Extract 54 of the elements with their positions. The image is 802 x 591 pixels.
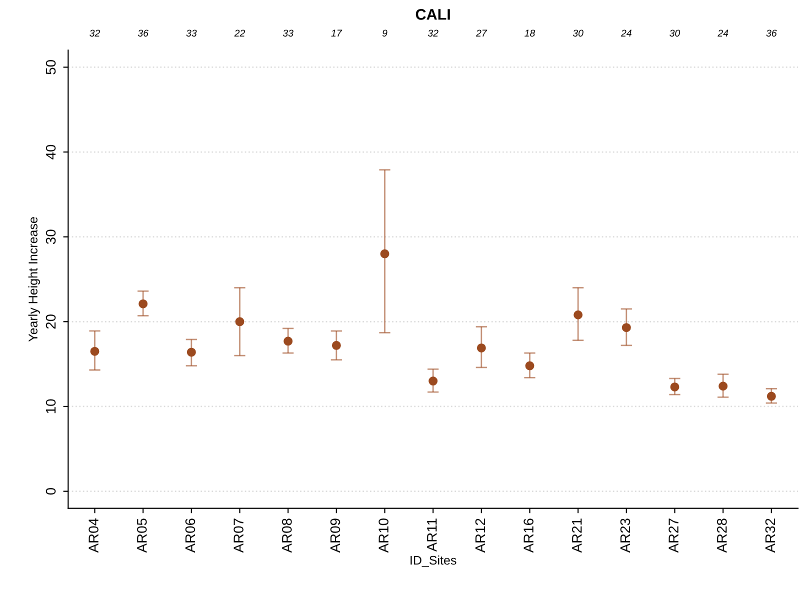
point <box>428 376 438 386</box>
text: 30 <box>572 30 584 37</box>
y-axis-title: Yearly Height Increase <box>28 217 40 342</box>
y-tick-label: 30 <box>46 230 56 244</box>
x-tick-label: AR09 <box>330 518 340 553</box>
text: 32 <box>90 30 100 37</box>
y-tick-label: 0 <box>46 488 56 495</box>
x-tick-label: AR28 <box>716 518 727 553</box>
text: 24 <box>620 30 632 36</box>
point <box>186 348 196 357</box>
x-tick-label: AR07 <box>234 518 244 553</box>
text: 17 <box>331 30 342 36</box>
text: 36 <box>766 30 777 37</box>
text: 22 <box>234 30 246 36</box>
x-tick-label: AR32 <box>765 518 776 553</box>
x-tick-label: AR05 <box>136 518 147 553</box>
x-tick-label: AR04 <box>88 518 98 553</box>
point <box>766 392 776 401</box>
text: 24 <box>718 30 728 36</box>
chart-title: CALI <box>416 9 450 20</box>
text: 32 <box>428 30 438 37</box>
x-tick-label: AR11 <box>427 518 437 552</box>
y-tick-label: 50 <box>46 60 56 74</box>
point <box>284 336 293 346</box>
text: 33 <box>186 30 197 37</box>
text: 27 <box>476 30 488 36</box>
point <box>380 249 390 258</box>
x-tick-label: AR16 <box>524 518 534 553</box>
x-tick-label: AR06 <box>185 518 196 553</box>
text: 36 <box>138 30 148 37</box>
point <box>138 299 148 308</box>
point <box>525 361 534 370</box>
text: 33 <box>282 30 294 37</box>
point <box>670 382 680 392</box>
point <box>476 343 486 352</box>
point <box>90 346 100 356</box>
text: 18 <box>524 30 536 37</box>
point <box>718 382 728 391</box>
text: 9 <box>382 30 388 37</box>
point <box>332 340 341 350</box>
x-tick-label: AR10 <box>378 518 388 553</box>
text: 30 <box>670 30 680 37</box>
x-tick-label: AR23 <box>620 518 630 553</box>
y-tick-label: 10 <box>46 399 56 414</box>
point <box>574 310 583 320</box>
y-tick-label: 40 <box>46 144 56 160</box>
x-tick-label: AR21 <box>572 518 582 553</box>
x-tick-label: AR08 <box>282 518 292 553</box>
point <box>235 317 244 326</box>
x-tick-label: AR12 <box>475 518 486 553</box>
x-tick-label: AR27 <box>668 518 678 553</box>
x-axis-title: ID_Sites <box>410 556 456 568</box>
y-tick-label: 20 <box>46 314 56 329</box>
point <box>622 323 631 332</box>
